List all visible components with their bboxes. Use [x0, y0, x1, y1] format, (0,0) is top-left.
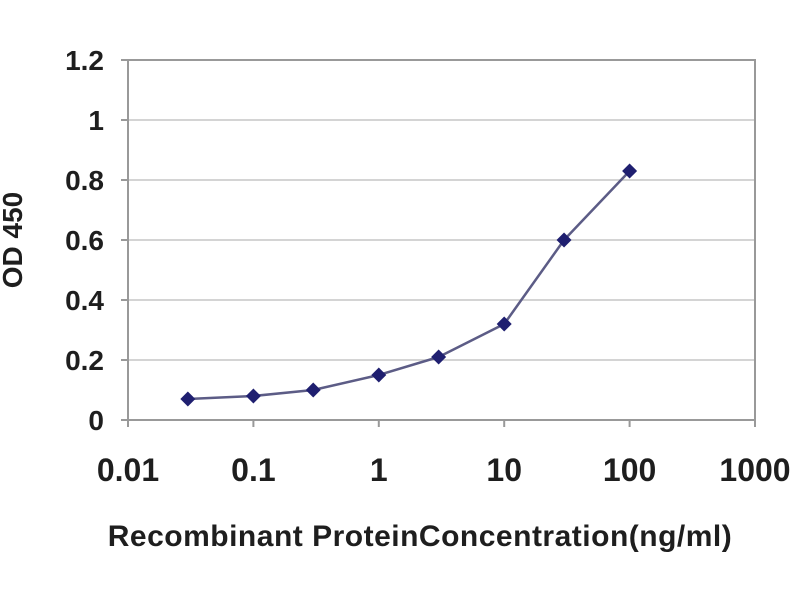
y-tick-label: 1.2 [65, 45, 104, 76]
data-point-marker [180, 391, 196, 407]
y-axis-title: OD 450 [0, 192, 28, 289]
data-point-marker [496, 316, 512, 332]
data-point-marker [245, 388, 261, 404]
x-tick-label: 1000 [719, 452, 790, 488]
series-line [186, 169, 631, 401]
x-tick-label: 0.1 [231, 452, 275, 488]
y-tick-label: 0 [88, 405, 104, 436]
y-tick-label: 0.8 [65, 165, 104, 196]
data-point-marker [431, 349, 447, 365]
x-tick-label: 10 [486, 452, 522, 488]
x-tick-label: 1 [370, 452, 388, 488]
y-tick-label: 1 [88, 105, 104, 136]
data-point-marker [305, 382, 321, 398]
tick-labels: 0 0.2 0.4 0.6 0.8 1 1.2 0.01 0.1 1 10 100 1000 [65, 45, 791, 488]
x-axis-title: Recombinant ProteinConcentration(ng/ml) [108, 520, 733, 553]
x-tick-label: 0.01 [97, 452, 159, 488]
y-tick-label: 0.2 [65, 345, 104, 376]
x-tick-label: 100 [603, 452, 656, 488]
y-tick-label: 0.4 [65, 285, 104, 316]
data-point-marker [556, 232, 572, 248]
data-point-marker [622, 163, 638, 179]
axis-ticks [121, 59, 756, 427]
gridlines [128, 119, 755, 361]
y-tick-label: 0.6 [65, 225, 104, 256]
data-point-marker [371, 367, 387, 383]
data-series [180, 163, 638, 407]
